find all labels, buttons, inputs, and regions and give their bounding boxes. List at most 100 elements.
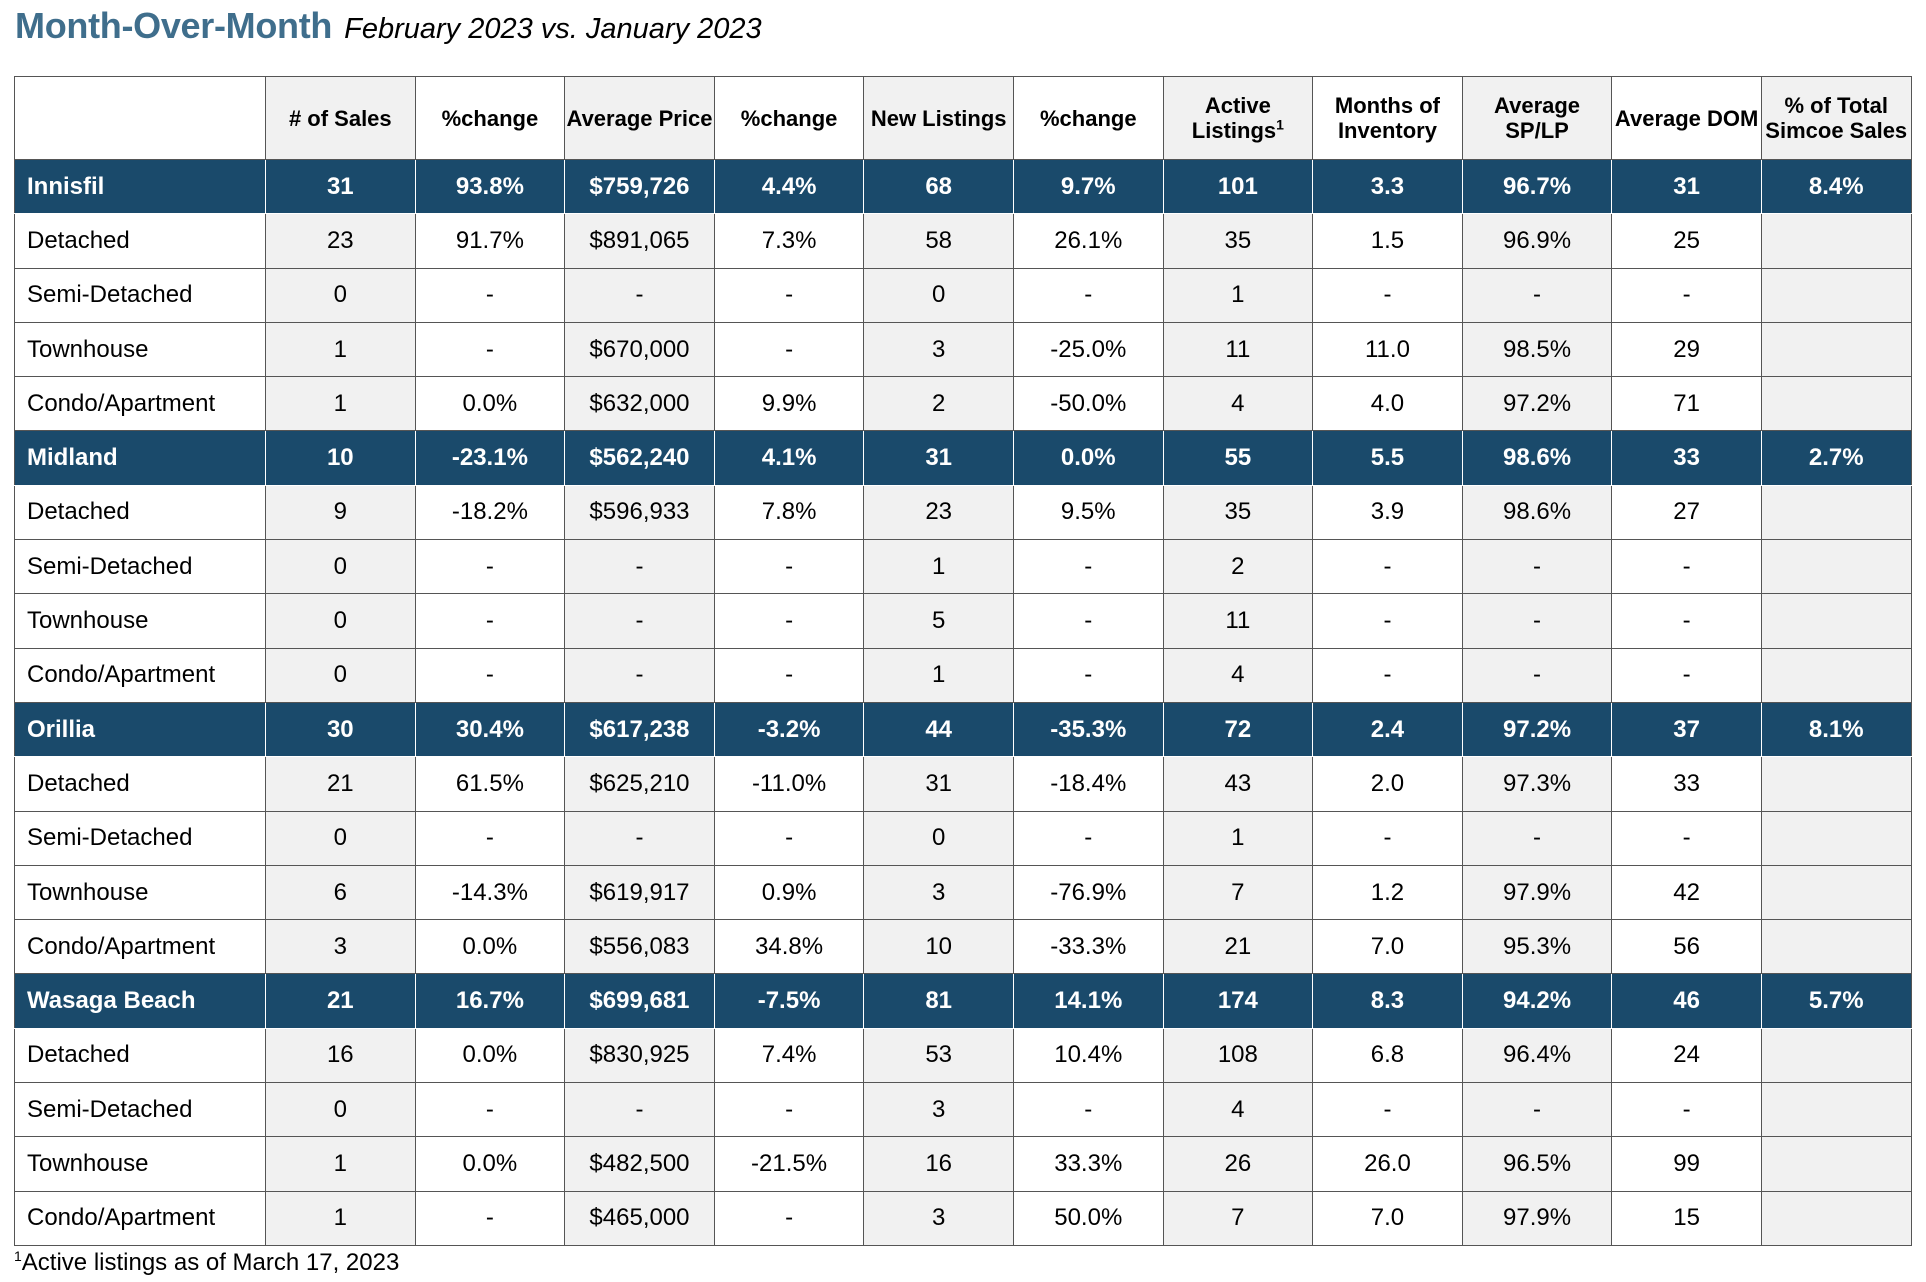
table-cell bbox=[1760, 810, 1912, 866]
table-cell: - bbox=[1611, 539, 1762, 595]
table-cell: 3 bbox=[265, 919, 416, 975]
column-header: Active Listings1 bbox=[1162, 76, 1314, 160]
table-cell: - bbox=[564, 539, 715, 595]
table-cell: 0 bbox=[265, 810, 416, 866]
table-cell bbox=[1760, 1082, 1912, 1138]
table-cell: 2.0 bbox=[1312, 756, 1463, 812]
title-subtitle: February 2023 vs. January 2023 bbox=[344, 13, 762, 45]
table-cell: 24 bbox=[1611, 1027, 1762, 1084]
table-cell: 1 bbox=[265, 1190, 416, 1246]
table-cell: 0.9% bbox=[713, 864, 865, 921]
column-header-label: %change bbox=[441, 105, 539, 131]
table-cell: 0 bbox=[863, 267, 1014, 323]
table-cell: 5.7% bbox=[1760, 973, 1912, 1029]
table-cell: 21 bbox=[265, 973, 416, 1029]
property-type: Condo/Apartment bbox=[14, 1190, 266, 1246]
table-cell: 98.6% bbox=[1461, 484, 1613, 541]
table-cell: - bbox=[1461, 267, 1613, 323]
table-cell: 10 bbox=[265, 430, 416, 486]
property-type: Semi-Detached bbox=[14, 810, 266, 866]
table-cell: $619,917 bbox=[564, 864, 715, 921]
table-cell: - bbox=[713, 539, 865, 595]
table-cell: -7.5% bbox=[713, 973, 865, 1029]
column-header: Average SP/LP bbox=[1461, 76, 1613, 160]
table-cell: 4.1% bbox=[713, 430, 865, 486]
table-cell: -11.0% bbox=[713, 756, 865, 812]
table-cell: -76.9% bbox=[1012, 864, 1164, 921]
market-stats-table: # of Sales %change Average Price %change New… bbox=[14, 76, 1912, 1246]
table-cell: 7 bbox=[1162, 1190, 1314, 1246]
table-cell: $632,000 bbox=[564, 376, 715, 432]
table-cell: 11.0 bbox=[1312, 321, 1463, 378]
column-header-label: %change bbox=[1039, 105, 1137, 131]
table-cell: 96.4% bbox=[1461, 1027, 1613, 1084]
table-row: Semi-Detached 0- - -0-1- - - bbox=[14, 267, 1912, 323]
table-cell: $891,065 bbox=[564, 213, 715, 269]
table-cell: 33 bbox=[1611, 430, 1762, 486]
column-header: %change bbox=[713, 76, 865, 160]
property-type: Semi-Detached bbox=[14, 539, 266, 595]
table-cell: 35 bbox=[1162, 213, 1314, 269]
table-row: Condo/Apartment 3 0.0% $556,083 34.8% 10 -33.3… bbox=[14, 919, 1912, 975]
footnote-marker: 1 bbox=[14, 1248, 22, 1264]
table-cell: - bbox=[713, 647, 865, 703]
table-cell: 53 bbox=[863, 1027, 1014, 1084]
table-cell: $617,238 bbox=[564, 701, 715, 758]
table-row: Townhouse 0- - -5-11- - - bbox=[14, 593, 1912, 649]
table-cell: $596,933 bbox=[564, 484, 715, 541]
table-cell: 1 bbox=[265, 1136, 416, 1192]
table-cell: - bbox=[1611, 647, 1762, 703]
table-cell: 44 bbox=[863, 701, 1014, 758]
column-header-label: Active Listings bbox=[1191, 93, 1277, 143]
table-cell: 43 bbox=[1162, 756, 1314, 812]
property-type: Detached bbox=[14, 756, 266, 812]
table-cell: 2.7% bbox=[1760, 430, 1912, 486]
table-cell: 3 bbox=[863, 864, 1014, 921]
table-cell bbox=[1760, 756, 1912, 812]
table-cell bbox=[1760, 1027, 1912, 1084]
table-cell: 0.0% bbox=[414, 1027, 566, 1084]
table-cell: - bbox=[713, 1190, 865, 1246]
property-type: Townhouse bbox=[14, 864, 266, 921]
table-cell: 0.0% bbox=[1012, 430, 1164, 486]
column-header: Average DOM bbox=[1611, 76, 1762, 160]
table-cell: - bbox=[1312, 810, 1463, 866]
column-header-label: New Listings bbox=[870, 105, 1007, 131]
table-cell bbox=[1760, 539, 1912, 595]
table-cell: - bbox=[564, 267, 715, 323]
table-cell: - bbox=[1012, 647, 1164, 703]
table-cell: - bbox=[414, 593, 566, 649]
table-cell: 0.0% bbox=[414, 376, 566, 432]
table-cell: 8.3 bbox=[1312, 973, 1463, 1029]
property-type: Condo/Apartment bbox=[14, 919, 266, 975]
table-cell: 37 bbox=[1611, 701, 1762, 758]
table-cell: 95.3% bbox=[1461, 919, 1613, 975]
table-cell: - bbox=[564, 1082, 715, 1138]
table-cell: -18.2% bbox=[414, 484, 566, 541]
region-name: Wasaga Beach bbox=[14, 973, 266, 1029]
table-cell bbox=[1760, 484, 1912, 541]
table-cell: 0 bbox=[863, 810, 1014, 866]
table-cell: -33.3% bbox=[1012, 919, 1164, 975]
region-row: Wasaga Beach 21 16.7% $699,681 -7.5% 81 14.1% 1… bbox=[14, 973, 1912, 1029]
table-cell: 9.7% bbox=[1012, 158, 1164, 215]
table-cell bbox=[1760, 1136, 1912, 1192]
table-cell: 27 bbox=[1611, 484, 1762, 541]
table-cell: 10 bbox=[863, 919, 1014, 975]
column-header: % of Total Simcoe Sales bbox=[1760, 76, 1912, 160]
table-cell bbox=[1760, 1190, 1912, 1246]
region-row: Midland 10 -23.1% $562,240 4.1% 31 0.0% 55 5.5 98… bbox=[14, 430, 1912, 486]
table-cell: 0 bbox=[265, 267, 416, 323]
table-cell: 58 bbox=[863, 213, 1014, 269]
table-cell: 30 bbox=[265, 701, 416, 758]
column-header: Months of Inventory bbox=[1312, 76, 1463, 160]
table-cell: 96.9% bbox=[1461, 213, 1613, 269]
table-cell: 2.4 bbox=[1312, 701, 1463, 758]
column-header-label: Average Price bbox=[566, 105, 713, 131]
table-cell bbox=[1760, 376, 1912, 432]
table-cell: 3.9 bbox=[1312, 484, 1463, 541]
table-cell: 31 bbox=[863, 430, 1014, 486]
property-type: Townhouse bbox=[14, 321, 266, 378]
property-type: Townhouse bbox=[14, 1136, 266, 1192]
table-cell: 9.5% bbox=[1012, 484, 1164, 541]
